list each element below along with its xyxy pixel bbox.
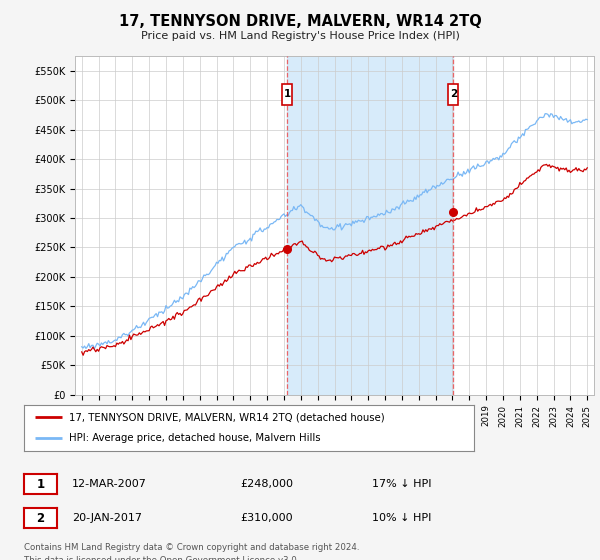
Text: 10% ↓ HPI: 10% ↓ HPI <box>372 513 431 523</box>
Text: Contains HM Land Registry data © Crown copyright and database right 2024.
This d: Contains HM Land Registry data © Crown c… <box>24 543 359 560</box>
Text: Price paid vs. HM Land Registry's House Price Index (HPI): Price paid vs. HM Land Registry's House … <box>140 31 460 41</box>
FancyBboxPatch shape <box>448 83 458 105</box>
Text: £310,000: £310,000 <box>240 513 293 523</box>
Text: 17% ↓ HPI: 17% ↓ HPI <box>372 479 431 489</box>
Text: 2: 2 <box>37 511 44 525</box>
Text: 1: 1 <box>284 89 291 99</box>
Text: HPI: Average price, detached house, Malvern Hills: HPI: Average price, detached house, Malv… <box>69 433 320 444</box>
Text: 17, TENNYSON DRIVE, MALVERN, WR14 2TQ: 17, TENNYSON DRIVE, MALVERN, WR14 2TQ <box>119 14 481 29</box>
Text: 1: 1 <box>37 478 44 491</box>
Text: 2: 2 <box>449 89 457 99</box>
Text: 12-MAR-2007: 12-MAR-2007 <box>72 479 147 489</box>
Text: 20-JAN-2017: 20-JAN-2017 <box>72 513 142 523</box>
Text: 17, TENNYSON DRIVE, MALVERN, WR14 2TQ (detached house): 17, TENNYSON DRIVE, MALVERN, WR14 2TQ (d… <box>69 412 385 422</box>
Text: £248,000: £248,000 <box>240 479 293 489</box>
FancyBboxPatch shape <box>282 83 292 105</box>
